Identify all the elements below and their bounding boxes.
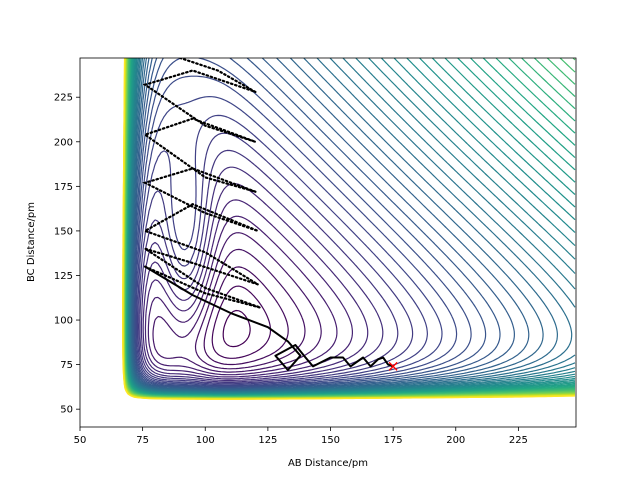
y-tick-label: 50: [60, 405, 73, 416]
y-tick-label: 225: [54, 93, 73, 104]
x-tick-label: 50: [74, 435, 87, 446]
contour-line: [136, 114, 428, 385]
contour-line: [144, 199, 353, 378]
trajectory-dotted-path: [142, 58, 261, 309]
x-tick-label: 150: [321, 435, 340, 446]
y-tick-label: 100: [54, 316, 73, 327]
x-tick-label: 100: [196, 435, 215, 446]
contour-line: [122, 58, 576, 400]
contour-line: [135, 96, 443, 386]
x-tick-label: 75: [136, 435, 149, 446]
plot-frame: [79, 57, 577, 428]
y-axis-label: BC Distance/pm: [26, 202, 37, 282]
x-axis-ticks: 50 75 100 125 150 175 200 225: [74, 427, 528, 446]
contour-line: [132, 58, 501, 390]
end-marker-stroke: [388, 361, 398, 371]
contour-line: [222, 309, 251, 348]
y-tick-label: 75: [60, 360, 73, 371]
y-tick-label: 200: [54, 137, 73, 148]
trajectory-solid-path: [144, 265, 394, 371]
contour-line: [138, 132, 414, 384]
x-axis-label: AB Distance/pm: [288, 458, 368, 469]
x-tick-label: 200: [446, 435, 465, 446]
contour-line: [194, 248, 306, 370]
y-axis-ticks: 50 75 100 125 150 175 200 225: [54, 93, 80, 416]
contour-line: [203, 266, 289, 366]
contour-lines: [122, 58, 576, 400]
contour-line: [133, 58, 487, 389]
contour-line: [139, 149, 399, 383]
x-tick-label: 225: [509, 435, 528, 446]
x-tick-label: 125: [258, 435, 277, 446]
end-marker: [388, 361, 398, 371]
x-tick-label: 175: [384, 435, 403, 446]
contour-line: [142, 183, 369, 380]
trajectory-group: [142, 58, 394, 371]
y-tick-label: 125: [54, 271, 73, 282]
contour-line: [152, 232, 322, 373]
contour-line: [135, 75, 458, 387]
y-tick-label: 150: [54, 226, 73, 237]
y-tick-label: 175: [54, 182, 73, 193]
